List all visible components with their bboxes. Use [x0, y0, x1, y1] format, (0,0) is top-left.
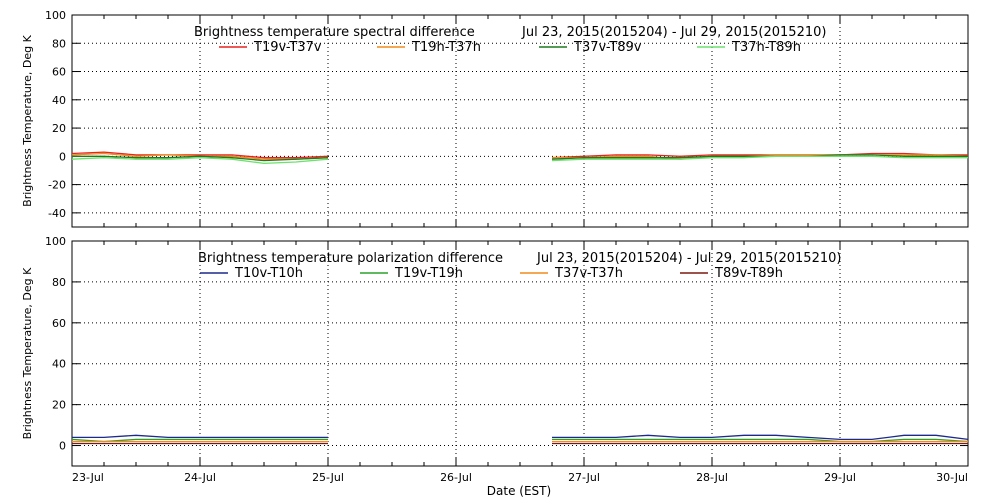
- y-tick-label: 60: [52, 317, 66, 330]
- y-tick-label: 0: [59, 150, 66, 163]
- legend-label: T37v-T89v: [573, 40, 642, 55]
- legend-label: T19v-T19h: [394, 266, 463, 281]
- x-tick-label: 29-Jul: [824, 471, 856, 484]
- x-tick-label: 26-Jul: [440, 471, 472, 484]
- legend-label: T37h-T89h: [731, 40, 801, 55]
- series-line: [71, 157, 329, 165]
- series-line: [71, 438, 328, 443]
- y-tick-label: -40: [48, 207, 66, 220]
- chart-date-range: Jul 23, 2015(2015204) - Jul 29, 2015(201…: [521, 25, 826, 40]
- y-tick-label: 40: [52, 358, 66, 371]
- y-tick-label: 80: [52, 276, 66, 289]
- plot-frame: [71, 14, 969, 228]
- x-tick-label: 23-Jul: [72, 471, 104, 484]
- y-axis-label: Brightness Temperature, Deg K: [21, 34, 34, 206]
- series-line: [551, 154, 968, 160]
- y-tick-label: 40: [52, 94, 66, 107]
- x-tick-label: 24-Jul: [184, 471, 216, 484]
- y-tick-label: 20: [52, 122, 66, 135]
- y-axis-label: Brightness Temperature, Deg K: [21, 267, 34, 439]
- chart-date-range: Jul 23, 2015(2015204) - Jul 29, 2015(201…: [536, 251, 841, 266]
- y-tick-label: 100: [45, 235, 66, 248]
- plot-frame: [71, 240, 969, 467]
- series-line: [551, 155, 968, 162]
- chart-title: Brightness temperature spectral differen…: [194, 25, 475, 40]
- x-tick-label: 25-Jul: [312, 471, 344, 484]
- legend-label: T10v-T10h: [234, 266, 303, 281]
- series-line: [552, 154, 969, 160]
- series-line: [552, 438, 969, 443]
- x-axis-label: Date (EST): [487, 484, 551, 498]
- y-tick-label: 80: [52, 37, 66, 50]
- chart-title: Brightness temperature polarization diff…: [198, 251, 503, 266]
- y-tick-label: 60: [52, 66, 66, 79]
- y-tick-label: 20: [52, 399, 66, 412]
- spectral-difference-panel: -40 -20 0 20 40 60 80 100 Brightness Temperature…: [21, 9, 969, 228]
- series-line: [72, 155, 329, 162]
- legend-label: T19h-T37h: [411, 40, 481, 55]
- x-tick-label: 30-Jul: [936, 471, 968, 484]
- y-tick-label: 0: [59, 440, 66, 453]
- polarization-difference-panel: 0 20 40 60 80 100 23-Jul 24-Jul 25-Jul 26-Jul 27-J…: [21, 235, 969, 484]
- series-line: [552, 434, 969, 441]
- y-tick-label: -20: [48, 179, 66, 192]
- legend-label: T19v-T37v: [253, 40, 322, 55]
- y-tick-label: 100: [45, 9, 66, 22]
- legend-label: T89v-T89h: [714, 266, 783, 281]
- x-tick-label: 28-Jul: [696, 471, 728, 484]
- x-tick-label: 27-Jul: [568, 471, 600, 484]
- series-line: [71, 151, 329, 159]
- series-line: [551, 152, 968, 159]
- legend-label: T37v-T37h: [554, 266, 623, 281]
- series-line: [72, 434, 328, 439]
